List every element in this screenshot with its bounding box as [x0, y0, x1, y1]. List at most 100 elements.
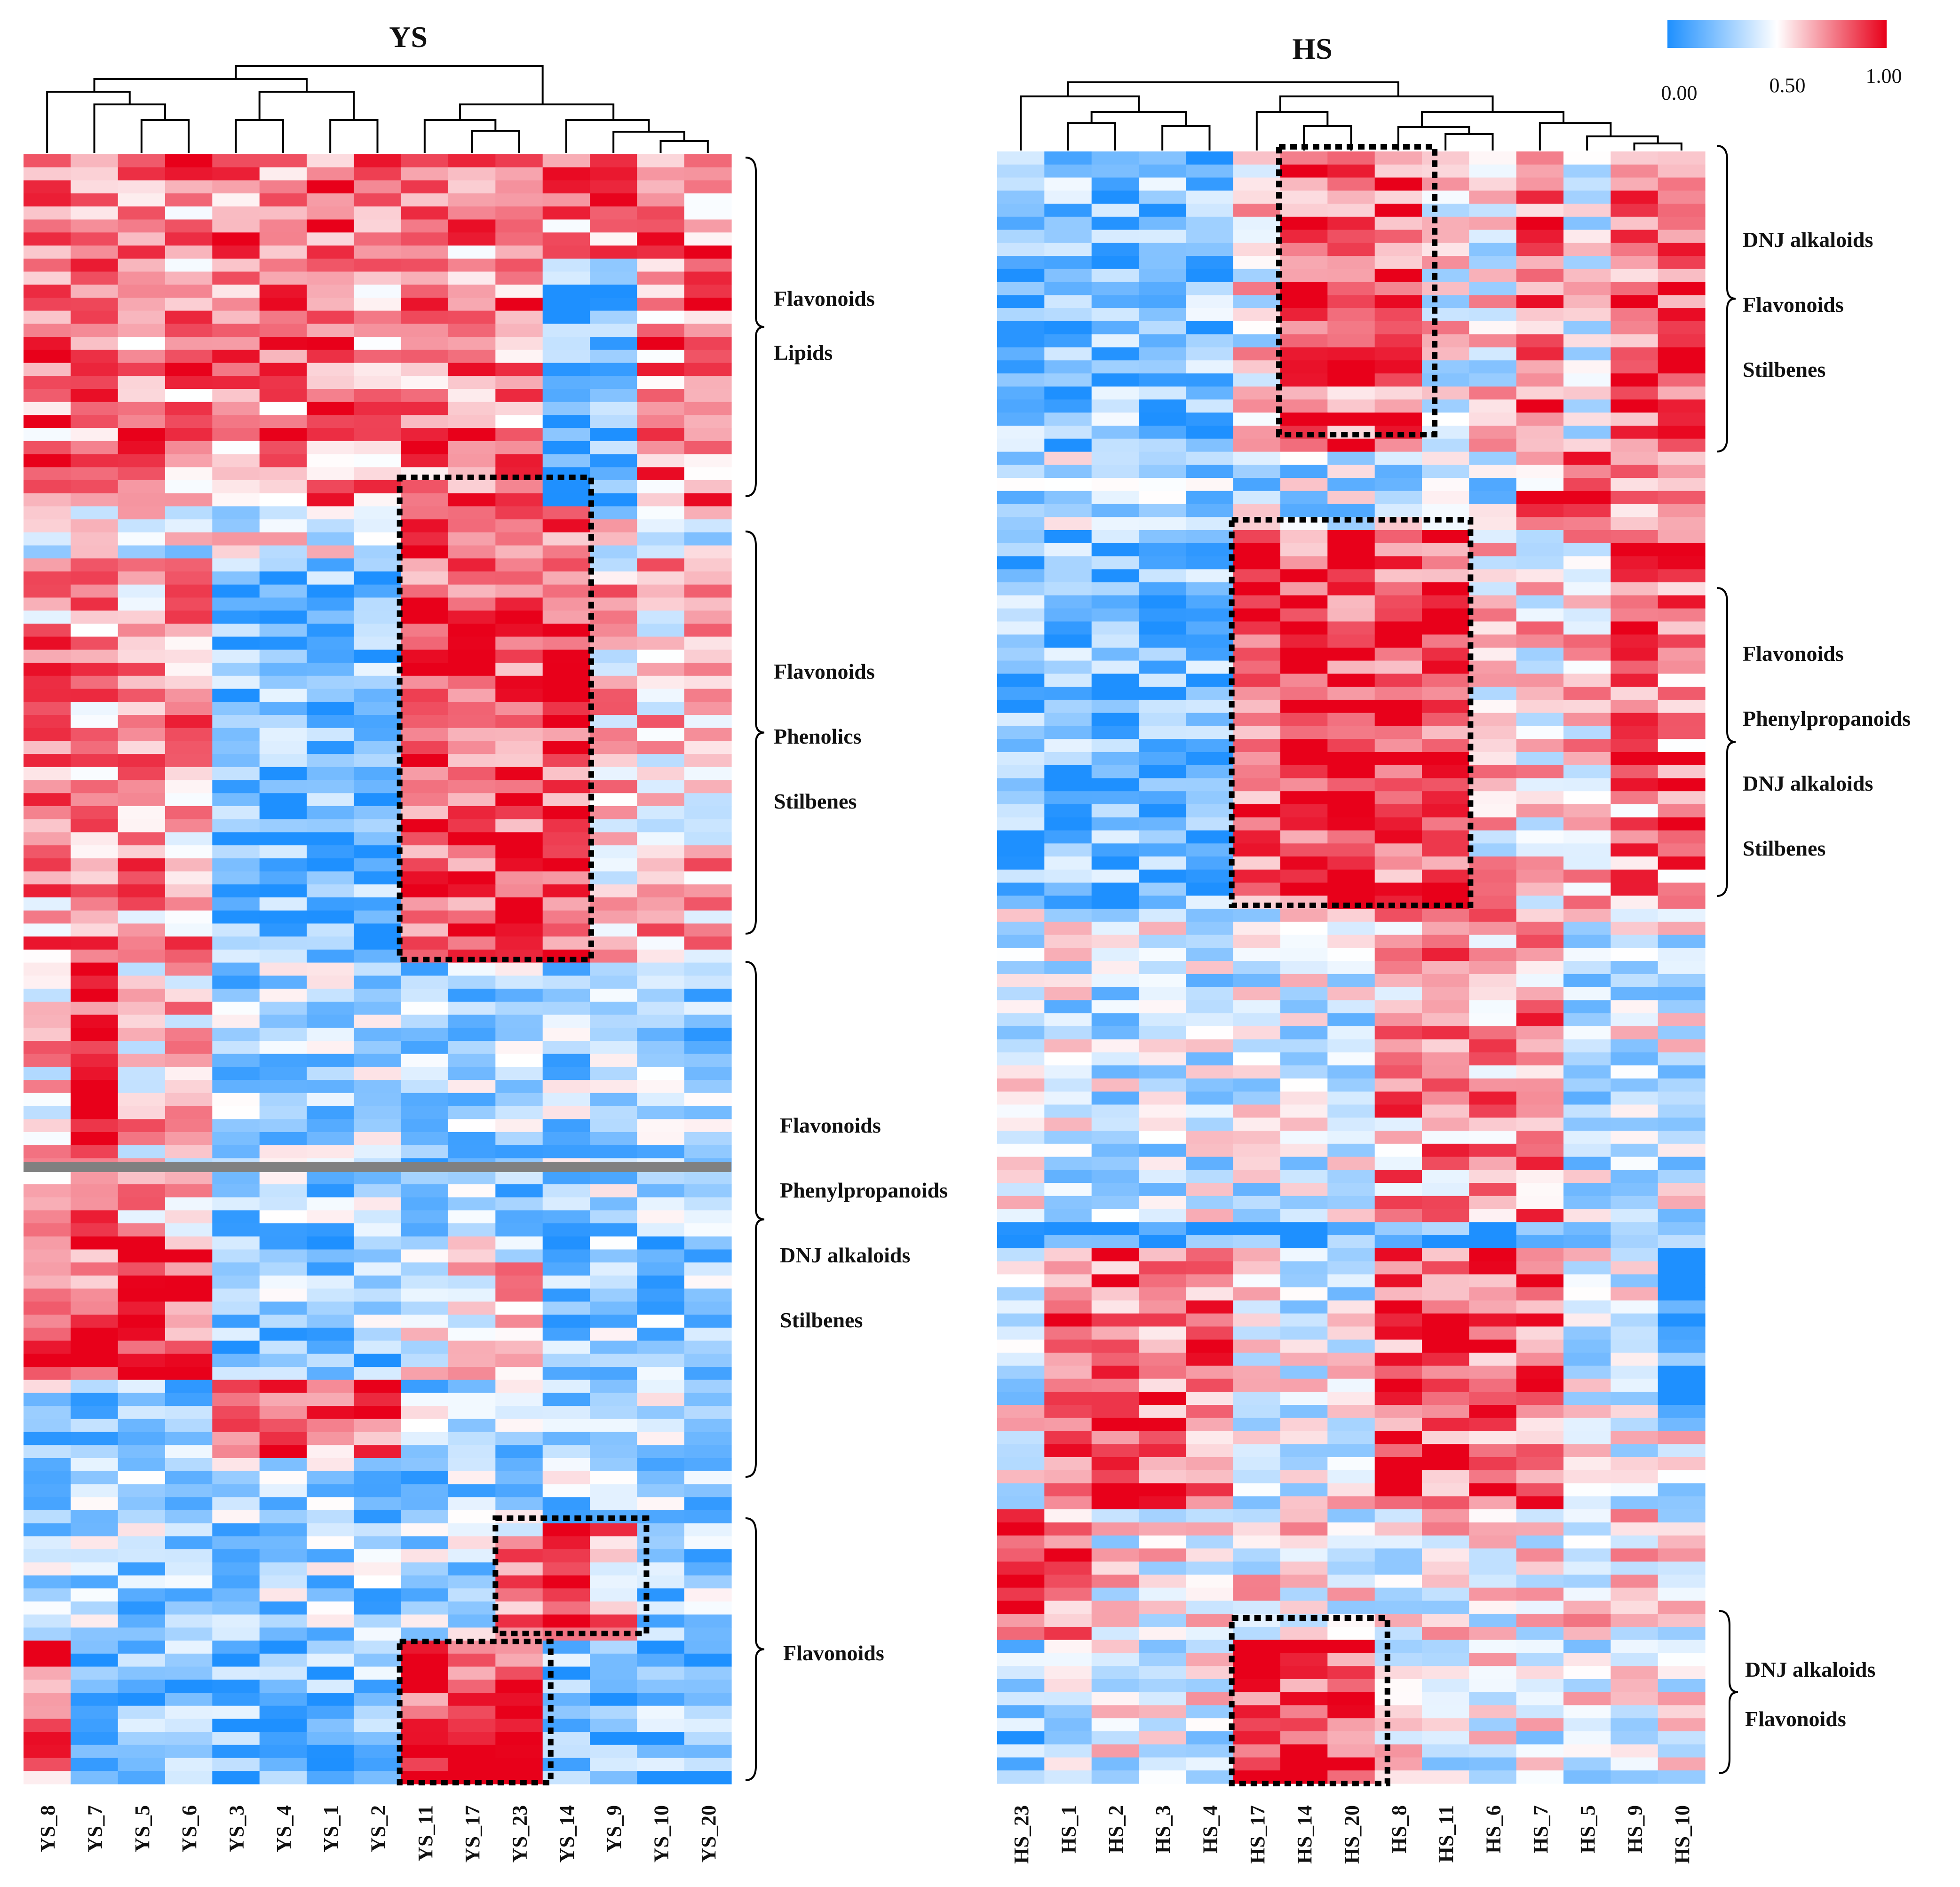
ys-cell: [354, 285, 402, 298]
ys-cell: [637, 1484, 685, 1498]
ys-cell: [590, 1301, 637, 1315]
hs-cell: [1611, 1640, 1658, 1653]
ys-cell: [307, 884, 354, 898]
ys-cell: [637, 454, 685, 468]
hs-cell: [1374, 699, 1422, 714]
ys-cell: [259, 271, 307, 285]
ys-cell: [71, 1236, 119, 1250]
hs-cell: [997, 399, 1045, 413]
hs-cell: [1280, 1379, 1328, 1392]
ys-cell: [495, 1001, 543, 1015]
ys-cell: [590, 285, 637, 298]
hs-cell: [1139, 256, 1186, 270]
hs-cell: [1233, 164, 1281, 178]
ys-cell: [259, 675, 307, 690]
ys-cell: [448, 1093, 496, 1107]
ys-cell: [637, 1445, 685, 1459]
ys-cell: [684, 1340, 732, 1354]
hs-cell: [997, 321, 1045, 335]
hs-cell: [1186, 948, 1234, 961]
ys-bracket: [745, 531, 765, 935]
ys-cell: [401, 1458, 449, 1472]
ys-cell: [24, 1641, 71, 1654]
ys-cell: [637, 1249, 685, 1263]
hs-cell: [1611, 909, 1658, 922]
hs-cell: [1469, 1392, 1517, 1405]
ys-cell: [165, 1197, 213, 1211]
hs-cell: [1327, 347, 1375, 361]
ys-cell: [448, 1301, 496, 1315]
ys-cell: [212, 532, 260, 546]
ys-cell: [165, 715, 213, 729]
ys-cell: [495, 793, 543, 807]
ys-column-label: YS_6: [178, 1805, 201, 1852]
hs-cell: [997, 504, 1045, 517]
hs-cell: [1091, 1143, 1139, 1158]
ys-cell: [307, 1315, 354, 1328]
hs-cell: [1091, 1744, 1139, 1758]
ys-cell: [495, 1458, 543, 1472]
hs-cell: [1563, 1444, 1611, 1458]
ys-cell: [118, 1497, 166, 1511]
hs-cell: [1469, 791, 1517, 805]
ys-cell: [24, 402, 71, 415]
hs-cell: [1233, 1365, 1281, 1380]
hs-cell: [1658, 282, 1706, 295]
ys-cell: [542, 1315, 590, 1328]
hs-cell: [1091, 1705, 1139, 1719]
ys-cell: [71, 285, 119, 298]
ys-cell: [401, 324, 449, 337]
hs-cell: [1233, 621, 1281, 635]
ys-cell: [684, 597, 732, 611]
ys-cell: [448, 258, 496, 272]
ys-cell: [542, 1275, 590, 1289]
ys-cell: [590, 1054, 637, 1067]
ys-cell: [118, 1119, 166, 1133]
ys-cell: [24, 285, 71, 298]
hs-cell: [1374, 595, 1422, 609]
hs-cell: [1091, 1013, 1139, 1027]
hs-cell: [1091, 1235, 1139, 1249]
hs-cell: [1422, 660, 1469, 674]
ys-cell: [401, 1067, 449, 1080]
ys-cell: [542, 1406, 590, 1419]
hs-cell: [1186, 1039, 1234, 1053]
ys-cell: [495, 1693, 543, 1706]
ys-cell: [118, 1471, 166, 1484]
ys-cell: [212, 1041, 260, 1054]
ys-cell: [590, 1028, 637, 1041]
hs-cell: [1186, 1770, 1234, 1784]
ys-cell: [495, 1354, 543, 1367]
hs-cell: [1233, 556, 1281, 570]
hs-cell: [1611, 830, 1658, 844]
hs-cell: [1091, 1731, 1139, 1745]
hs-cell: [1374, 1666, 1422, 1680]
ys-cell: [401, 219, 449, 233]
hs-cell: [1422, 1157, 1469, 1170]
hs-cell: [1186, 465, 1234, 478]
hs-cell: [1280, 1457, 1328, 1471]
hs-cell: [1186, 1522, 1234, 1536]
hs-cell: [1469, 426, 1517, 439]
hs-cell: [1044, 752, 1092, 766]
hs-cell: [1327, 1118, 1375, 1131]
hs-cell: [1186, 1562, 1234, 1575]
ys-cell: [259, 1641, 307, 1654]
hs-cell: [1233, 961, 1281, 975]
ys-cell: [448, 1575, 496, 1589]
ys-cell: [448, 1458, 496, 1472]
hs-cell: [1469, 243, 1517, 256]
ys-cell: [637, 975, 685, 989]
hs-cell: [1280, 1470, 1328, 1484]
ys-cell: [590, 545, 637, 559]
hs-cell: [1327, 948, 1375, 961]
hs-cell: [1280, 1340, 1328, 1353]
hs-cell: [1233, 295, 1281, 309]
hs-cell: [1280, 1091, 1328, 1105]
ys-cell: [354, 324, 402, 337]
ys-cell: [165, 1354, 213, 1367]
hs-cell: [1422, 1562, 1469, 1575]
ys-cell: [118, 1132, 166, 1146]
hs-cell: [1469, 177, 1517, 191]
hs-cell: [1091, 1562, 1139, 1575]
